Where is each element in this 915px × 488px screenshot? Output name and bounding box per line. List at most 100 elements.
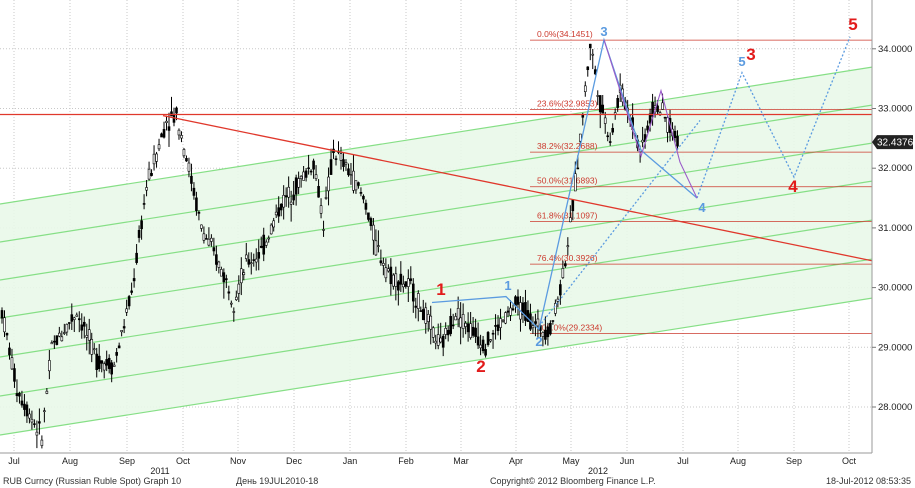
candle-body	[369, 218, 373, 227]
candle-body	[267, 237, 271, 240]
candle-body	[135, 252, 138, 263]
candle-body	[48, 360, 51, 372]
candle-body	[40, 439, 44, 446]
candle-body	[302, 171, 305, 181]
candle-body	[162, 129, 166, 138]
candle-body	[586, 66, 590, 71]
candle-body	[324, 197, 328, 199]
candle-body	[102, 363, 106, 371]
candle-body	[382, 263, 385, 266]
candle-body	[150, 173, 153, 176]
candle-body	[232, 311, 236, 313]
candle-body	[454, 316, 457, 321]
candle-body	[402, 283, 405, 288]
candle-body	[394, 273, 398, 287]
candle-body	[484, 349, 487, 356]
candle-body	[479, 344, 482, 349]
candle-body	[25, 404, 29, 417]
candle-body	[190, 175, 193, 184]
candle-body	[299, 175, 303, 179]
candle-body	[80, 324, 84, 331]
candle-body	[23, 403, 26, 410]
candle-body	[90, 339, 94, 355]
footer: RUB Curncy (Russian Ruble Spot) Graph 10…	[3, 476, 911, 486]
candle-body	[399, 273, 403, 285]
candle-body	[309, 170, 313, 173]
candle-body	[72, 317, 76, 320]
candle-body	[257, 252, 261, 259]
candle-body	[0, 310, 4, 319]
candle-body	[182, 149, 186, 157]
x-month-label: Sep	[786, 456, 802, 466]
candle-body	[264, 241, 268, 246]
candle-body	[434, 340, 438, 344]
candle-body	[362, 195, 365, 200]
candle-body	[185, 158, 188, 162]
x-month-label: Mar	[453, 456, 469, 466]
candle-body	[501, 319, 505, 322]
x-month-label: Jul	[8, 456, 20, 466]
candle-body	[68, 322, 71, 324]
candle-body	[294, 177, 298, 195]
x-month-label: Sep	[119, 456, 135, 466]
candle-body	[409, 278, 413, 281]
wave-label-red: 3	[746, 45, 755, 64]
candle-body	[122, 326, 126, 329]
x-month-label: Jun	[620, 456, 635, 466]
candle-body	[272, 220, 275, 228]
candle-body	[516, 296, 520, 305]
candle-body	[661, 102, 664, 110]
candle-body	[344, 162, 348, 165]
candle-body	[601, 104, 605, 114]
candle-body	[322, 229, 325, 231]
candle-body	[92, 348, 96, 351]
candle-body	[274, 211, 278, 216]
footer-range: День 19JUL2010-18	[236, 476, 318, 486]
candle-body	[15, 393, 19, 397]
candle-body	[544, 329, 547, 340]
candle-body	[60, 336, 64, 342]
y-tick-label: 33.0000	[878, 104, 912, 115]
candle-body	[397, 281, 400, 291]
channel-line	[0, 219, 872, 358]
candle-body	[177, 129, 181, 136]
candle-body	[170, 111, 173, 117]
candle-body	[489, 339, 492, 342]
candle-body	[531, 325, 535, 329]
candle-body	[583, 85, 587, 92]
candle-body	[142, 203, 146, 205]
candle-body	[504, 312, 507, 324]
candle-body	[287, 186, 290, 198]
candle-body	[392, 274, 395, 287]
candle-body	[571, 199, 575, 212]
y-tick-label: 28.0000	[878, 402, 912, 413]
candle-body	[292, 194, 295, 201]
channel-fill	[0, 67, 872, 435]
candle-body	[192, 187, 196, 196]
candle-body	[521, 302, 525, 315]
candle-body	[359, 192, 363, 194]
candle-body	[367, 212, 370, 220]
candle-body	[509, 307, 512, 316]
candle-body	[319, 205, 323, 214]
x-month-label: Aug	[62, 456, 78, 466]
candle-body	[411, 283, 415, 302]
candle-body	[235, 296, 238, 300]
x-axis: Jul Aug Sep Oct Nov Dec Jan Feb Mar Apr May Jun Jul A…	[8, 456, 856, 476]
candle-body	[35, 431, 39, 436]
candle-body	[641, 139, 644, 143]
candle-body	[152, 153, 156, 165]
candle-body	[225, 278, 228, 281]
candle-body	[648, 113, 652, 124]
candle-body	[481, 339, 485, 352]
candle-body	[254, 258, 258, 263]
candle-body	[147, 168, 151, 180]
wave-labels: 1 2 3 4 5 1 2 3 4 5	[436, 15, 857, 376]
wave-label-blue: 4	[698, 200, 706, 215]
candle-body	[419, 310, 423, 312]
y-tick-label: 29.0000	[878, 342, 912, 353]
candle-body	[160, 133, 163, 138]
candle-body	[606, 135, 610, 138]
wave-projection-path	[696, 36, 851, 199]
